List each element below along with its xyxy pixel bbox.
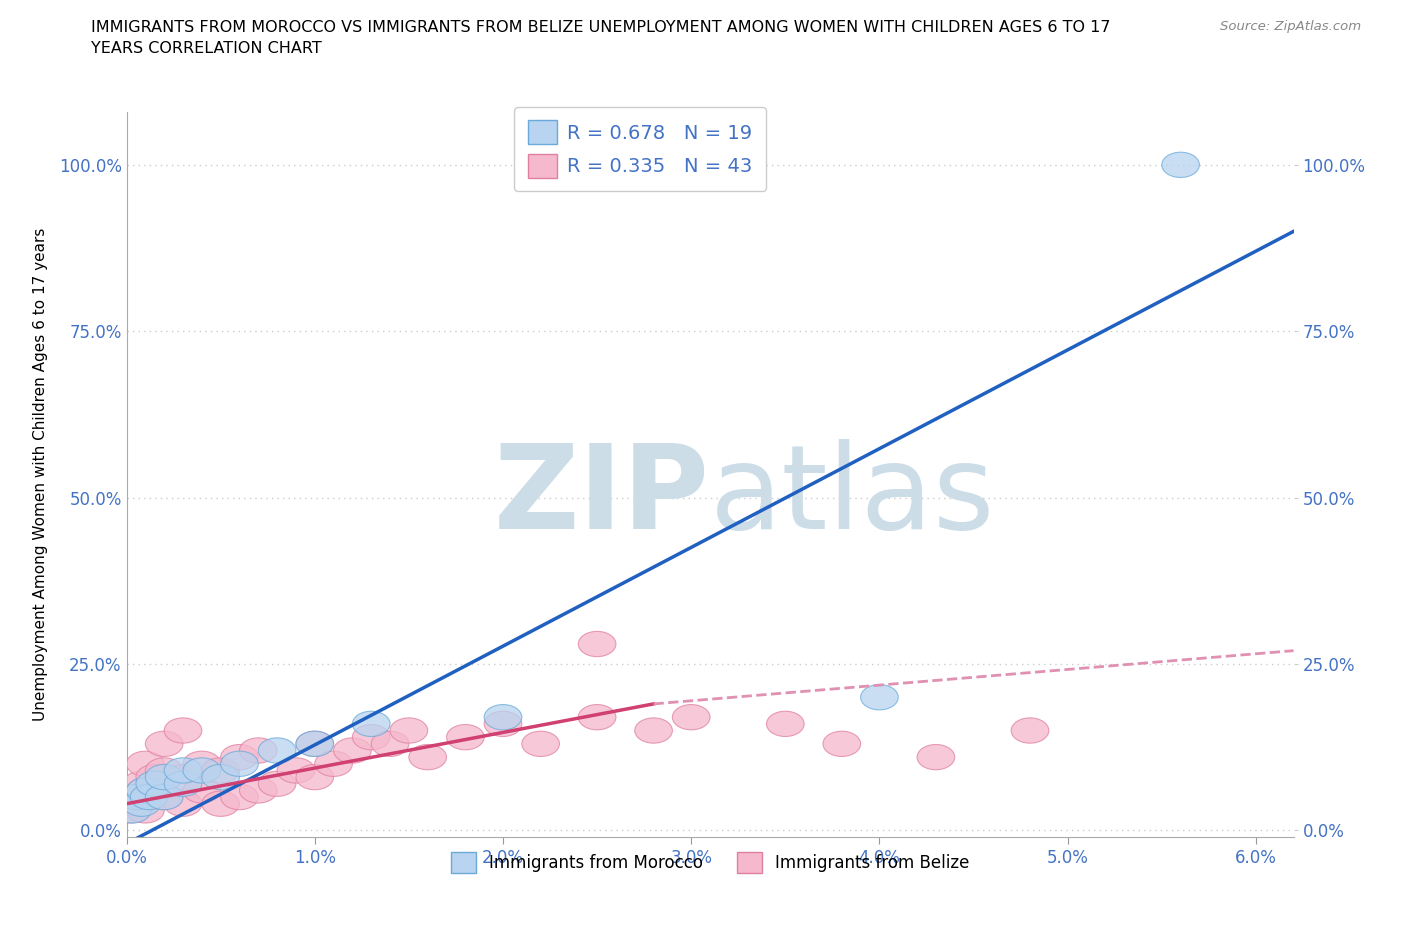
Ellipse shape [183, 758, 221, 783]
Ellipse shape [353, 711, 389, 737]
Ellipse shape [239, 737, 277, 764]
Ellipse shape [295, 764, 333, 790]
Ellipse shape [333, 737, 371, 764]
Legend: Immigrants from Morocco, Immigrants from Belize: Immigrants from Morocco, Immigrants from… [444, 845, 976, 880]
Ellipse shape [239, 777, 277, 804]
Ellipse shape [136, 771, 173, 796]
Ellipse shape [165, 771, 202, 796]
Ellipse shape [484, 705, 522, 730]
Ellipse shape [165, 764, 202, 790]
Ellipse shape [1161, 153, 1199, 178]
Ellipse shape [409, 745, 447, 770]
Ellipse shape [259, 771, 295, 796]
Text: YEARS CORRELATION CHART: YEARS CORRELATION CHART [91, 41, 322, 56]
Ellipse shape [295, 731, 333, 756]
Ellipse shape [122, 791, 160, 817]
Ellipse shape [447, 724, 484, 750]
Ellipse shape [917, 745, 955, 770]
Ellipse shape [578, 705, 616, 730]
Ellipse shape [202, 764, 239, 790]
Ellipse shape [145, 784, 183, 810]
Ellipse shape [127, 777, 165, 804]
Ellipse shape [165, 758, 202, 783]
Ellipse shape [145, 731, 183, 756]
Ellipse shape [115, 784, 153, 810]
Ellipse shape [114, 798, 150, 823]
Ellipse shape [634, 718, 672, 743]
Ellipse shape [145, 764, 183, 790]
Ellipse shape [183, 751, 221, 777]
Ellipse shape [371, 731, 409, 756]
Ellipse shape [136, 764, 173, 790]
Ellipse shape [353, 724, 389, 750]
Ellipse shape [122, 771, 160, 796]
Ellipse shape [484, 711, 522, 737]
Ellipse shape [165, 791, 202, 817]
Ellipse shape [120, 791, 156, 817]
Ellipse shape [145, 758, 183, 783]
Ellipse shape [127, 798, 165, 823]
Ellipse shape [578, 631, 616, 657]
Ellipse shape [183, 777, 221, 804]
Ellipse shape [202, 758, 239, 783]
Y-axis label: Unemployment Among Women with Children Ages 6 to 17 years: Unemployment Among Women with Children A… [32, 228, 48, 721]
Text: IMMIGRANTS FROM MOROCCO VS IMMIGRANTS FROM BELIZE UNEMPLOYMENT AMONG WOMEN WITH : IMMIGRANTS FROM MOROCCO VS IMMIGRANTS FR… [91, 20, 1111, 35]
Text: atlas: atlas [710, 439, 995, 553]
Ellipse shape [117, 784, 155, 810]
Ellipse shape [823, 731, 860, 756]
Ellipse shape [389, 718, 427, 743]
Ellipse shape [221, 745, 259, 770]
Ellipse shape [259, 737, 295, 764]
Ellipse shape [127, 751, 165, 777]
Text: Source: ZipAtlas.com: Source: ZipAtlas.com [1220, 20, 1361, 33]
Ellipse shape [131, 784, 167, 810]
Ellipse shape [277, 758, 315, 783]
Ellipse shape [221, 784, 259, 810]
Ellipse shape [522, 731, 560, 756]
Ellipse shape [672, 705, 710, 730]
Ellipse shape [766, 711, 804, 737]
Ellipse shape [127, 777, 165, 804]
Ellipse shape [145, 784, 183, 810]
Ellipse shape [860, 684, 898, 710]
Text: ZIP: ZIP [494, 439, 710, 553]
Ellipse shape [315, 751, 353, 777]
Ellipse shape [202, 791, 239, 817]
Ellipse shape [111, 798, 149, 823]
Ellipse shape [1011, 718, 1049, 743]
Ellipse shape [221, 751, 259, 777]
Ellipse shape [295, 731, 333, 756]
Ellipse shape [165, 718, 202, 743]
